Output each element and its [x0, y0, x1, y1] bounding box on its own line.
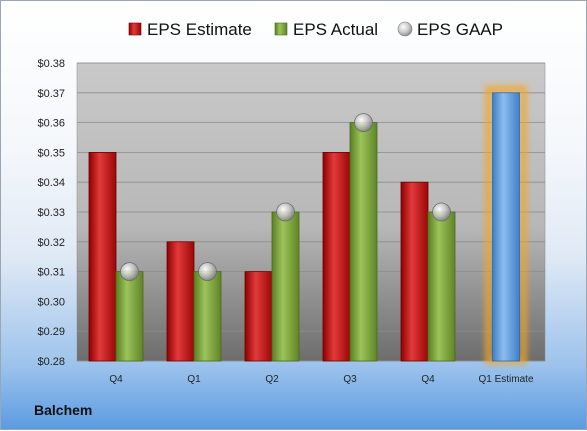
- bar-eps-actual-0: [115, 271, 144, 362]
- y-tick-label: $0.36: [37, 118, 65, 130]
- x-tick-label: Q2: [265, 374, 279, 385]
- bar-eps-actual-1: [193, 271, 222, 362]
- x-axis-ticks: Q4 Q1 Q2 Q3 Q4 Q1 Estimate: [109, 374, 534, 385]
- y-tick-label: $0.34: [37, 177, 65, 189]
- legend-swatch: [128, 22, 142, 36]
- legend-swatch: [274, 22, 288, 36]
- bar-eps-estimate-1: [166, 241, 195, 362]
- company-name: Balchem: [34, 402, 93, 418]
- x-tick-label: Q1 Estimate: [478, 374, 533, 385]
- legend: EPS Estimate EPS Actual EPS GAAP: [128, 20, 503, 39]
- gaap-marker-1: [198, 262, 217, 282]
- x-tick-label: Q4: [109, 374, 123, 385]
- bar-eps-actual-4: [427, 211, 456, 362]
- y-tick-label: $0.28: [37, 356, 65, 368]
- y-tick-label: $0.32: [37, 237, 65, 249]
- x-tick-label: Q4: [421, 374, 435, 385]
- gaap-marker-0: [120, 262, 139, 282]
- bar-eps-estimate-3: [322, 151, 351, 362]
- bar-eps-estimate-0: [88, 151, 117, 362]
- y-tick-label: $0.31: [37, 267, 65, 279]
- y-tick-label: $0.29: [37, 326, 65, 338]
- gaap-marker-4: [432, 202, 451, 222]
- gaap-marker-2: [276, 202, 295, 222]
- legend-label: EPS GAAP: [417, 20, 503, 39]
- y-tick-label: $0.38: [37, 58, 65, 70]
- y-axis-ticks: $0.38 $0.37 $0.36 $0.35 $0.34 $0.33 $0.32 $0.31…: [37, 58, 65, 368]
- legend-swatch: [397, 21, 413, 37]
- y-tick-label: $0.30: [37, 296, 65, 308]
- bar-eps-estimate-4: [400, 181, 429, 362]
- bar-eps-estimate-q1-estimate: [492, 92, 520, 362]
- x-tick-label: Q3: [343, 374, 357, 385]
- x-tick-label: Q1: [187, 374, 201, 385]
- y-tick-label: $0.37: [37, 88, 65, 100]
- gaap-marker-3: [354, 113, 373, 132]
- y-tick-label: $0.35: [37, 147, 65, 159]
- y-tick-label: $0.33: [37, 207, 65, 219]
- legend-label: EPS Estimate: [147, 20, 252, 39]
- bar-eps-actual-3: [349, 122, 378, 362]
- bar-eps-actual-2: [271, 211, 300, 362]
- legend-label: EPS Actual: [293, 20, 378, 39]
- bars: [88, 85, 527, 365]
- bar-eps-estimate-2: [244, 271, 273, 362]
- gridlines: [77, 62, 545, 362]
